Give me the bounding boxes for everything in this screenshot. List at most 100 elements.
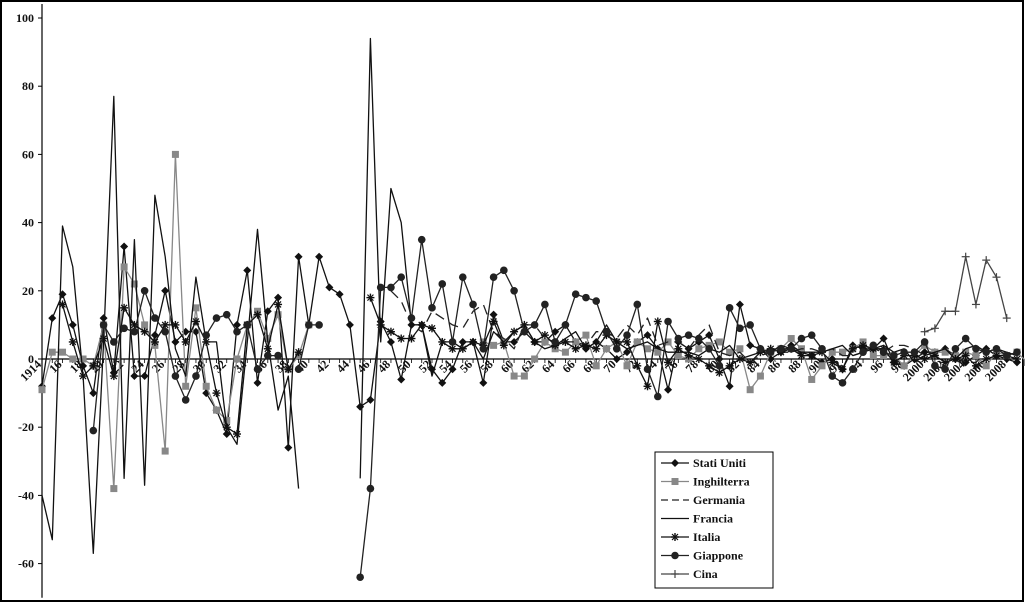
data-point bbox=[961, 334, 970, 343]
legend-item: Germania bbox=[661, 493, 745, 507]
data-point bbox=[633, 338, 641, 346]
data-point bbox=[233, 355, 241, 363]
data-point bbox=[274, 300, 283, 309]
data-point bbox=[982, 362, 990, 370]
data-point bbox=[664, 385, 673, 394]
data-point bbox=[171, 337, 180, 346]
data-point bbox=[808, 375, 816, 383]
data-point bbox=[623, 348, 631, 357]
data-point bbox=[684, 331, 693, 339]
data-point bbox=[859, 348, 867, 356]
data-point bbox=[838, 365, 847, 374]
data-point bbox=[489, 273, 498, 281]
data-point bbox=[366, 484, 375, 493]
data-point bbox=[725, 304, 734, 312]
data-point bbox=[695, 334, 703, 343]
y-tick-label: 20 bbox=[22, 284, 34, 298]
data-point bbox=[315, 252, 324, 261]
data-point bbox=[181, 337, 190, 346]
data-point bbox=[592, 297, 601, 305]
data-point bbox=[879, 334, 888, 343]
data-point bbox=[212, 389, 221, 398]
data-point bbox=[120, 242, 129, 251]
data-point bbox=[787, 344, 796, 353]
y-tick-label: -40 bbox=[18, 488, 34, 502]
data-point bbox=[315, 321, 323, 329]
series-line bbox=[390, 290, 1018, 364]
data-point bbox=[746, 341, 755, 350]
data-point bbox=[818, 362, 826, 370]
data-point bbox=[428, 324, 436, 333]
data-point bbox=[99, 334, 108, 343]
data-point bbox=[530, 321, 539, 329]
data-point bbox=[664, 317, 672, 326]
data-point bbox=[490, 341, 498, 349]
y-tick-label: -20 bbox=[18, 420, 34, 434]
data-point bbox=[664, 358, 673, 367]
data-point bbox=[284, 365, 293, 374]
data-point bbox=[386, 327, 395, 336]
data-point bbox=[787, 335, 795, 343]
data-point bbox=[253, 365, 262, 374]
data-point bbox=[941, 348, 949, 356]
data-point bbox=[99, 321, 108, 329]
data-point bbox=[889, 358, 898, 367]
data-point bbox=[161, 320, 170, 329]
data-point bbox=[38, 386, 46, 394]
data-point bbox=[726, 348, 734, 356]
data-point bbox=[551, 338, 559, 346]
data-point bbox=[141, 321, 149, 329]
data-point bbox=[674, 344, 683, 353]
data-point bbox=[263, 344, 272, 353]
data-point bbox=[561, 337, 570, 346]
data-point bbox=[705, 361, 714, 370]
data-point bbox=[510, 327, 519, 336]
data-point bbox=[89, 389, 98, 398]
data-point bbox=[807, 351, 816, 360]
data-point bbox=[212, 314, 221, 322]
data-point bbox=[161, 447, 169, 455]
data-point bbox=[735, 300, 744, 309]
legend-item: Inghilterra bbox=[661, 475, 750, 489]
data-point bbox=[140, 372, 149, 381]
data-point bbox=[982, 355, 991, 363]
data-point bbox=[561, 348, 569, 356]
data-point bbox=[274, 311, 282, 319]
data-point bbox=[458, 273, 467, 281]
data-point bbox=[191, 317, 200, 326]
data-point bbox=[479, 344, 488, 353]
data-point bbox=[807, 331, 816, 339]
data-point bbox=[1023, 358, 1025, 366]
data-point bbox=[192, 304, 200, 312]
data-point bbox=[89, 426, 98, 435]
data-point bbox=[674, 334, 683, 343]
legend-item: Stati Uniti bbox=[661, 456, 747, 470]
series-giappone bbox=[89, 235, 1021, 582]
data-point bbox=[243, 321, 252, 329]
data-point bbox=[900, 362, 908, 370]
data-point bbox=[746, 321, 754, 329]
data-point bbox=[715, 362, 724, 370]
data-point bbox=[438, 378, 447, 387]
data-point bbox=[223, 416, 231, 424]
data-point bbox=[181, 396, 190, 404]
data-point bbox=[294, 252, 303, 261]
data-point bbox=[571, 344, 580, 353]
data-point bbox=[592, 344, 601, 353]
data-point bbox=[407, 314, 416, 322]
legend: Stati Uniti Inghilterra Germania Francia Ita… bbox=[654, 451, 774, 589]
data-point bbox=[869, 341, 878, 350]
data-point bbox=[150, 337, 159, 346]
data-point bbox=[140, 287, 149, 295]
data-point bbox=[130, 372, 139, 381]
data-point bbox=[633, 300, 642, 309]
data-point bbox=[345, 320, 354, 329]
data-point bbox=[930, 324, 939, 333]
data-point bbox=[294, 348, 303, 357]
data-point bbox=[838, 379, 847, 387]
data-point bbox=[797, 351, 806, 360]
data-point bbox=[284, 443, 293, 452]
data-point bbox=[140, 327, 149, 336]
